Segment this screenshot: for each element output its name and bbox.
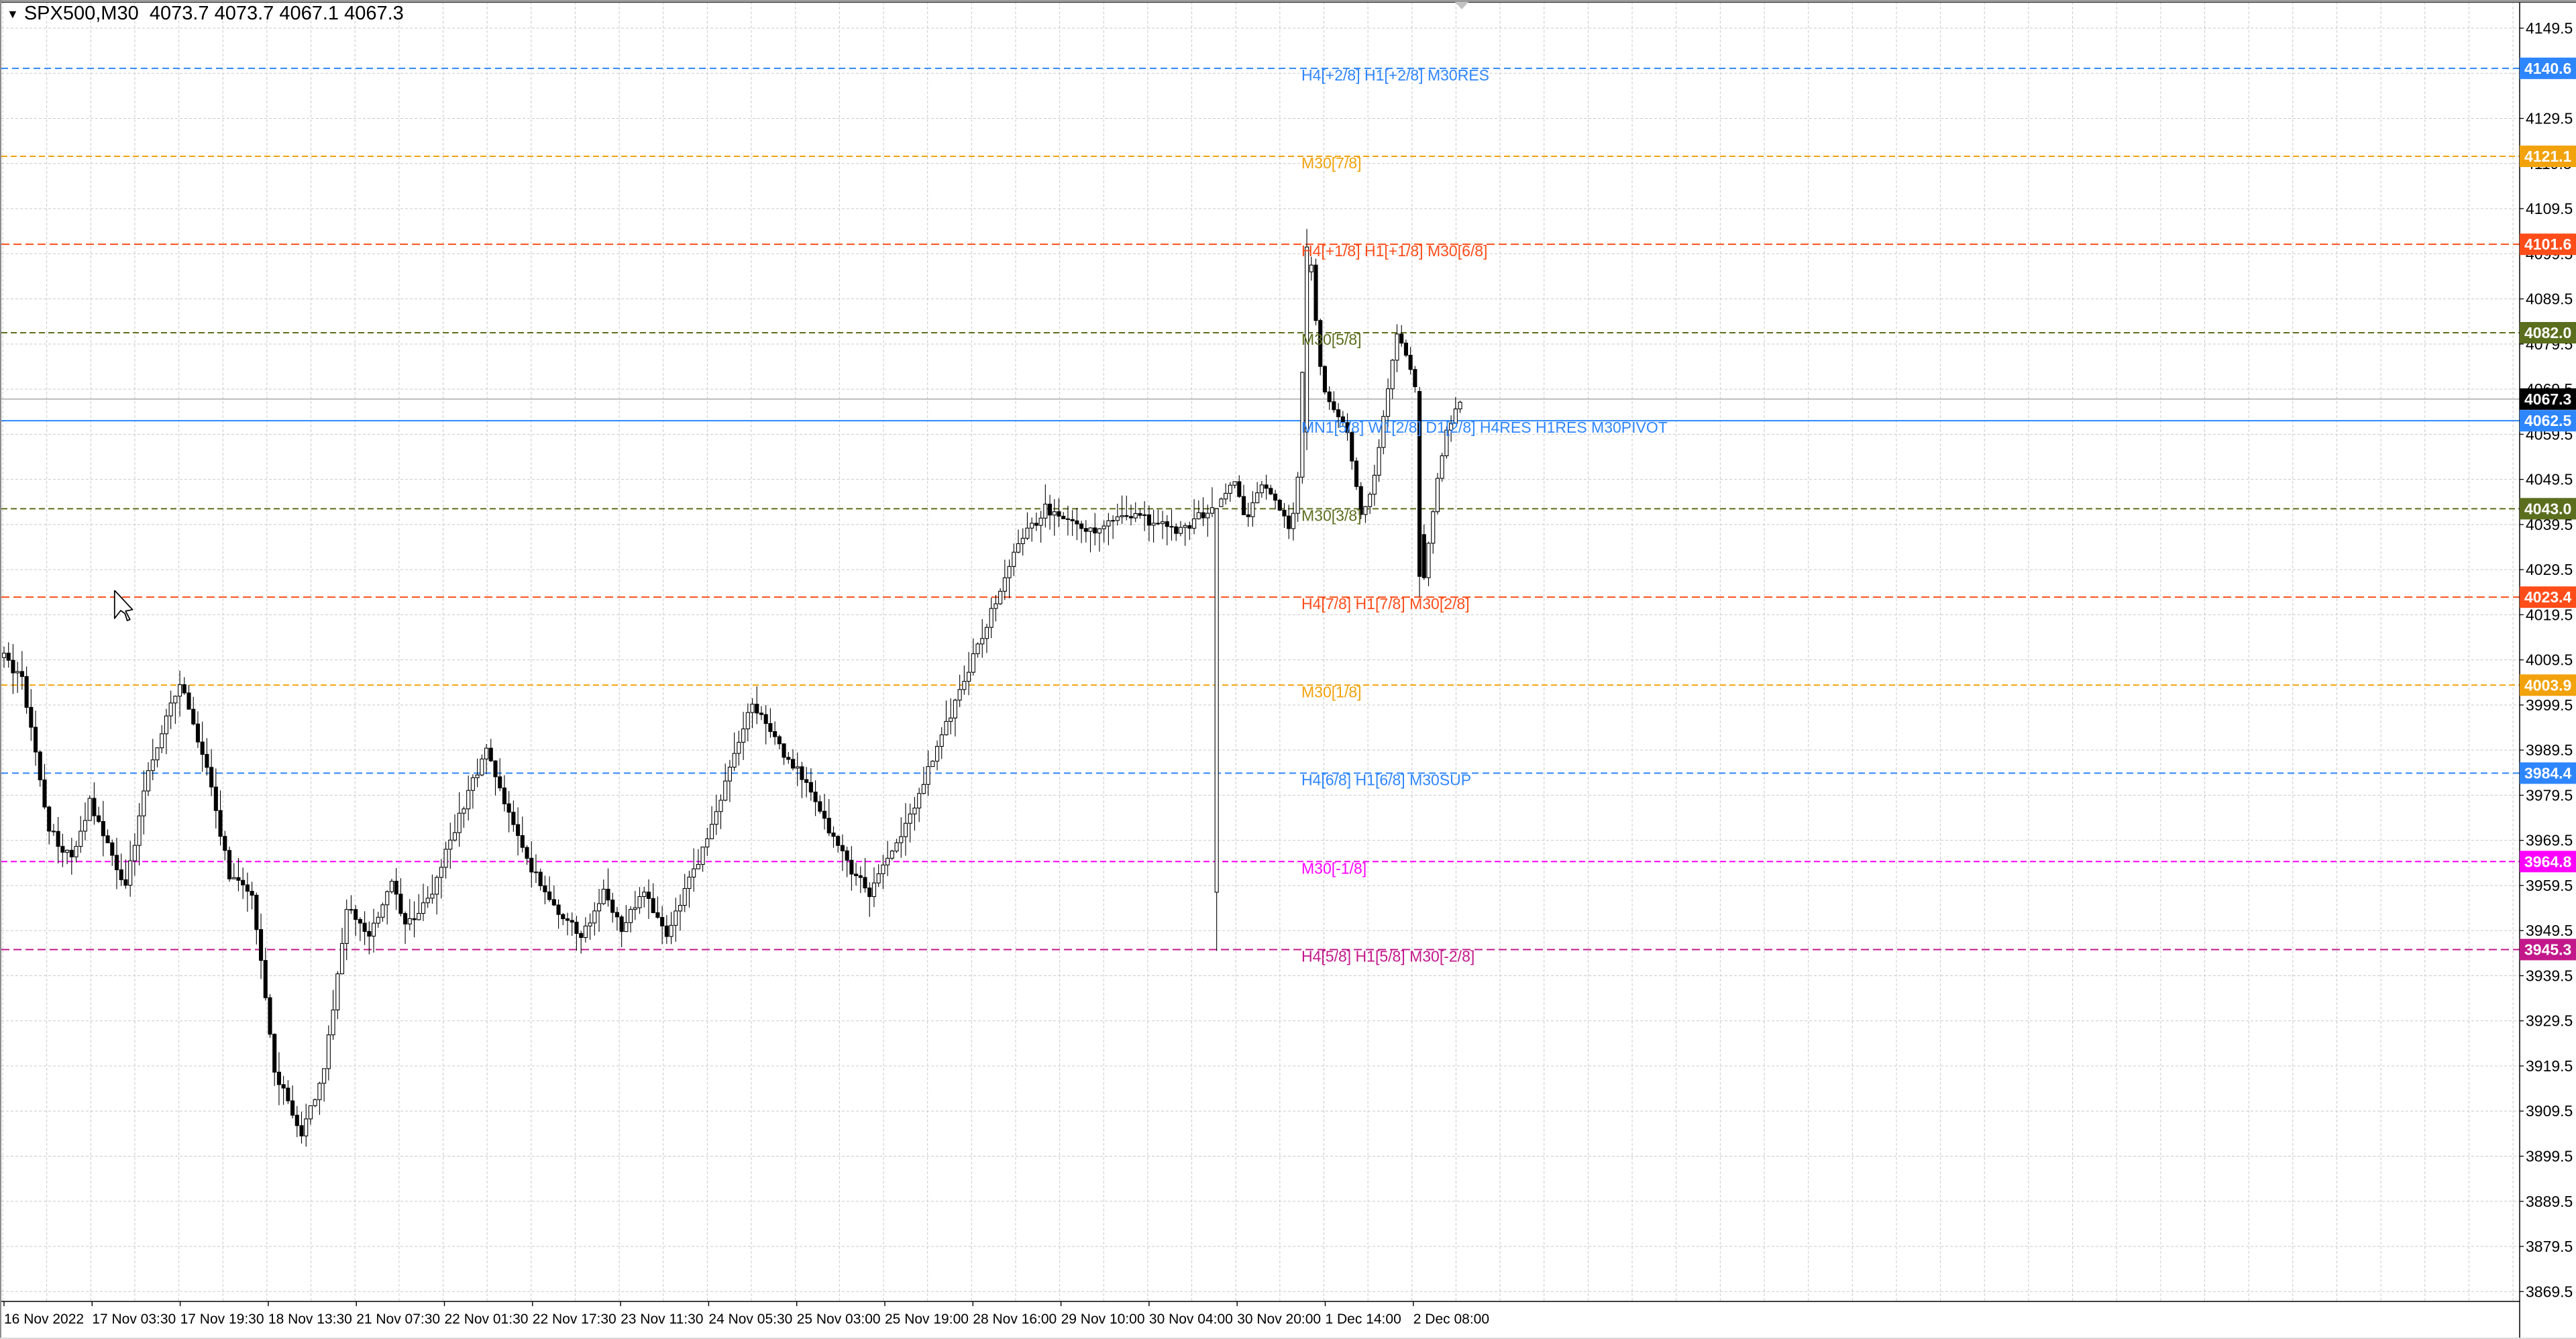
svg-text:4089.5: 4089.5: [2526, 290, 2573, 308]
svg-text:30 Nov 20:00: 30 Nov 20:00: [1237, 1311, 1321, 1327]
svg-text:4121.1: 4121.1: [2524, 148, 2572, 165]
svg-text:25 Nov 19:00: 25 Nov 19:00: [885, 1311, 969, 1327]
svg-text:29 Nov 10:00: 29 Nov 10:00: [1061, 1311, 1145, 1327]
svg-text:4082.0: 4082.0: [2524, 324, 2571, 341]
svg-text:3964.8: 3964.8: [2524, 853, 2572, 870]
svg-text:4009.5: 4009.5: [2526, 651, 2573, 669]
svg-text:M30[1/8]: M30[1/8]: [1301, 683, 1362, 700]
svg-text:M30[7/8]: M30[7/8]: [1301, 154, 1362, 172]
svg-text:4109.5: 4109.5: [2526, 200, 2573, 217]
svg-text:16 Nov 2022: 16 Nov 2022: [4, 1311, 84, 1327]
svg-text:4062.5: 4062.5: [2524, 412, 2572, 429]
svg-text:3959.5: 3959.5: [2526, 877, 2573, 894]
svg-text:4140.6: 4140.6: [2524, 60, 2571, 77]
svg-text:3899.5: 3899.5: [2526, 1148, 2573, 1165]
svg-text:4049.5: 4049.5: [2526, 471, 2573, 488]
svg-text:28 Nov 16:00: 28 Nov 16:00: [973, 1311, 1057, 1327]
svg-text:MN1[5/8] W1[2/8] D1[2/8] H4RES: MN1[5/8] W1[2/8] D1[2/8] H4RES H1RES M30…: [1301, 419, 1668, 436]
svg-text:3979.5: 3979.5: [2526, 786, 2573, 804]
svg-text:4029.5: 4029.5: [2526, 561, 2573, 578]
svg-text:3919.5: 3919.5: [2526, 1057, 2573, 1075]
svg-text:24 Nov 05:30: 24 Nov 05:30: [708, 1311, 792, 1327]
svg-text:2 Dec 08:00: 2 Dec 08:00: [1413, 1311, 1489, 1327]
svg-text:4023.4: 4023.4: [2524, 588, 2572, 606]
svg-text:H4[+2/8] H1[+2/8] M30RES: H4[+2/8] H1[+2/8] M30RES: [1301, 66, 1489, 84]
svg-text:3879.5: 3879.5: [2526, 1238, 2573, 1255]
svg-text:3999.5: 3999.5: [2526, 696, 2573, 714]
svg-text:4043.0: 4043.0: [2524, 500, 2571, 517]
svg-text:M30[5/8]: M30[5/8]: [1301, 331, 1362, 348]
svg-text:21 Nov 07:30: 21 Nov 07:30: [356, 1311, 440, 1327]
svg-text:4067.3: 4067.3: [2524, 390, 2571, 408]
svg-text:17 Nov 03:30: 17 Nov 03:30: [92, 1311, 176, 1327]
svg-text:3945.3: 3945.3: [2524, 941, 2571, 958]
svg-text:H4[6/8] H1[6/8] M30SUP: H4[6/8] H1[6/8] M30SUP: [1301, 771, 1471, 788]
svg-text:H4[+1/8] H1[+1/8] M30[6/8]: H4[+1/8] H1[+1/8] M30[6/8]: [1301, 242, 1487, 260]
svg-text:H4[5/8] H1[5/8] M30[-2/8]: H4[5/8] H1[5/8] M30[-2/8]: [1301, 947, 1474, 965]
svg-text:3949.5: 3949.5: [2526, 922, 2573, 939]
svg-text:4101.6: 4101.6: [2524, 235, 2571, 253]
svg-text:M30[-1/8]: M30[-1/8]: [1301, 859, 1366, 877]
svg-text:17 Nov 19:30: 17 Nov 19:30: [180, 1311, 264, 1327]
svg-text:M30[3/8]: M30[3/8]: [1301, 506, 1362, 524]
svg-text:22 Nov 17:30: 22 Nov 17:30: [533, 1311, 616, 1327]
svg-text:3889.5: 3889.5: [2526, 1193, 2573, 1210]
svg-text:25 Nov 03:00: 25 Nov 03:00: [797, 1311, 881, 1327]
svg-text:23 Nov 11:30: 23 Nov 11:30: [621, 1311, 703, 1327]
svg-text:4019.5: 4019.5: [2526, 606, 2573, 623]
svg-text:1 Dec 14:00: 1 Dec 14:00: [1326, 1311, 1401, 1327]
svg-text:3939.5: 3939.5: [2526, 967, 2573, 984]
svg-text:H4[7/8] H1[7/8] M30[2/8]: H4[7/8] H1[7/8] M30[2/8]: [1301, 595, 1470, 612]
svg-text:3909.5: 3909.5: [2526, 1102, 2573, 1120]
svg-text:22 Nov 01:30: 22 Nov 01:30: [445, 1311, 529, 1327]
svg-text:3969.5: 3969.5: [2526, 832, 2573, 849]
svg-text:4129.5: 4129.5: [2526, 110, 2573, 127]
svg-text:3989.5: 3989.5: [2526, 741, 2573, 759]
svg-text:18 Nov 13:30: 18 Nov 13:30: [268, 1311, 352, 1327]
svg-text:3869.5: 3869.5: [2526, 1283, 2573, 1300]
svg-text:4149.5: 4149.5: [2526, 19, 2573, 37]
svg-text:3984.4: 3984.4: [2524, 764, 2572, 782]
svg-text:4003.9: 4003.9: [2524, 676, 2571, 694]
svg-text:3929.5: 3929.5: [2526, 1012, 2573, 1030]
svg-text:30 Nov 04:00: 30 Nov 04:00: [1149, 1311, 1233, 1327]
